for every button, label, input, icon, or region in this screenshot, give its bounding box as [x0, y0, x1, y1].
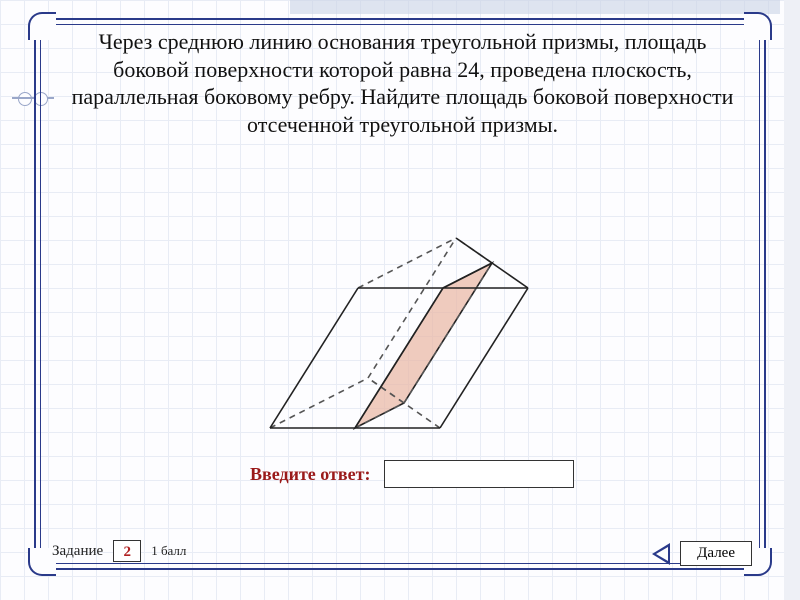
answer-input[interactable] — [384, 460, 574, 488]
frame-corner-icon — [28, 12, 56, 40]
next-button[interactable]: Далее — [680, 541, 752, 566]
frame-corner-icon — [744, 12, 772, 40]
answer-label: Введите ответ: — [250, 464, 370, 485]
question-text: Через среднюю линию основания треугольно… — [60, 28, 745, 138]
prev-arrow-icon[interactable] — [652, 543, 670, 565]
answer-row: Введите ответ: — [250, 460, 574, 488]
task-label: Задание — [52, 543, 103, 560]
nav-controls: Далее — [652, 541, 752, 566]
right-margin-strip — [784, 0, 800, 600]
prism-diagram — [240, 218, 560, 443]
top-decoration-strip — [290, 0, 780, 14]
task-points: 1 балл — [151, 543, 186, 559]
task-number-badge: 2 — [113, 540, 141, 562]
task-footer: Задание 2 1 балл — [52, 540, 186, 562]
